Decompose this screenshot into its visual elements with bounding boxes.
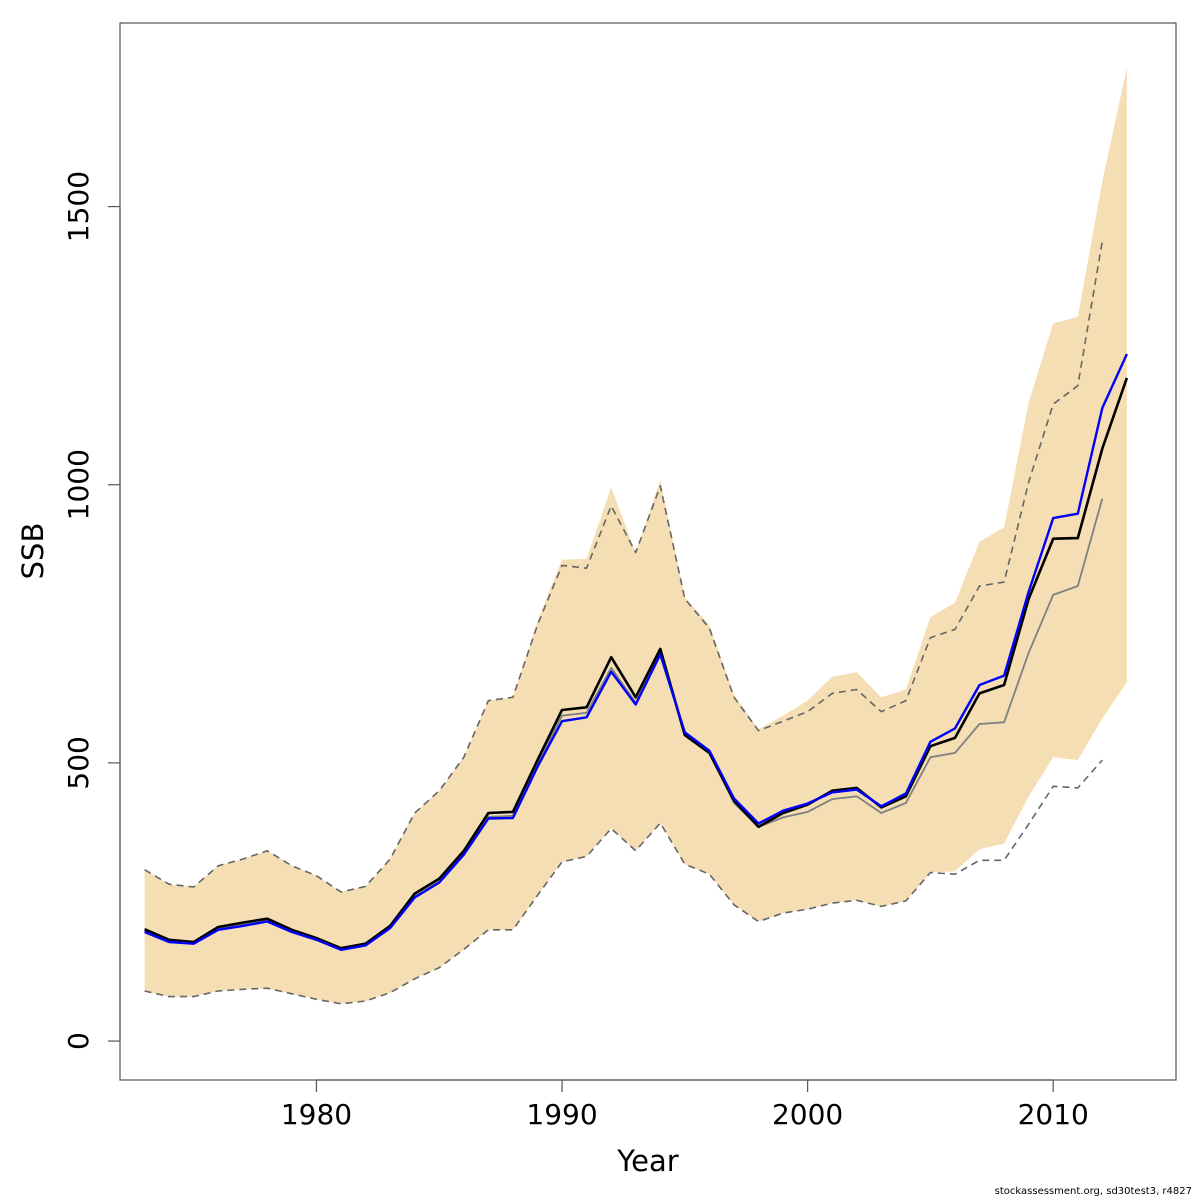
x-axis: 1980 1990 2000 2010: [281, 1079, 1089, 1131]
x-axis-title: Year: [616, 1144, 678, 1178]
upper-bound-dashed-line: [144, 240, 1104, 893]
x-tick-label: 2000: [772, 1098, 843, 1131]
y-tick-label: 0: [62, 1032, 95, 1050]
y-axis: 0 500 1000 1500: [62, 171, 121, 1050]
y-axis-title: SSB: [16, 523, 50, 580]
x-tick-label: 1980: [281, 1098, 352, 1131]
series-lines-layer: [144, 240, 1129, 1005]
confidence-band: [144, 67, 1127, 1004]
blue-series-line: [144, 353, 1128, 951]
y-tick-label: 1000: [62, 449, 95, 520]
x-tick-label: 1990: [526, 1098, 597, 1131]
lower-bound-dashed-line: [144, 759, 1103, 1005]
black-series-line: [144, 377, 1129, 950]
y-tick-label: 1500: [62, 171, 95, 242]
y-tick-label: 500: [62, 736, 95, 789]
x-tick-label: 2010: [1018, 1098, 1089, 1131]
confidence-band-layer: [144, 67, 1127, 1004]
footer-credit: stockassessment.org, sd30test3, r4827: [994, 1186, 1192, 1197]
